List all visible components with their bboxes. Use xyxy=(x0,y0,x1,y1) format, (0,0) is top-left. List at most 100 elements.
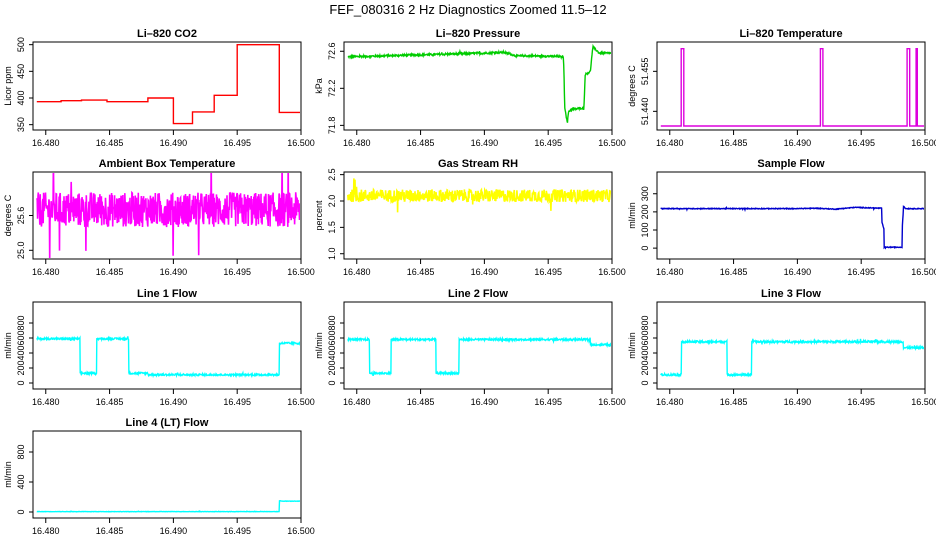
x-tick-label: 16.490 xyxy=(784,267,812,277)
y-tick-label: 0 xyxy=(16,509,26,514)
series-line-1 xyxy=(347,178,611,213)
x-tick-label: 16.490 xyxy=(160,138,188,148)
y-tick-label: 0 xyxy=(640,380,650,385)
plot-frame xyxy=(656,301,926,390)
panel-6: Sample Flow 16.480 16.485 16.490 16.495 16.50… xyxy=(627,158,936,277)
y-tick-label: 100 xyxy=(640,222,650,237)
plot-frame xyxy=(656,41,926,131)
series-line-1 xyxy=(660,338,924,378)
panel-title: Line 1 Flow xyxy=(137,288,197,300)
y-tick-label: 2.0 xyxy=(327,195,337,208)
y-tick-label: 400 xyxy=(16,90,26,105)
plot-frame xyxy=(32,41,302,131)
x-tick-label: 16.495 xyxy=(534,267,562,277)
x-tick-label: 16.490 xyxy=(471,267,499,277)
y-axis-label: degrees C xyxy=(627,65,637,107)
y-tick-label: 1.5 xyxy=(327,221,337,234)
y-tick-label: 72.2 xyxy=(327,80,337,98)
x-tick-label: 16.480 xyxy=(656,397,684,407)
x-tick-label: 16.485 xyxy=(720,397,748,407)
panel-5: Gas Stream RH 16.480 16.485 16.490 16.495 16.… xyxy=(314,158,626,277)
x-tick-label: 16.500 xyxy=(911,267,936,277)
panel-7: Line 1 Flow 16.480 16.485 16.490 16.495 16.50… xyxy=(3,288,315,407)
panel-title: Line 3 Flow xyxy=(761,288,821,300)
y-tick-label: 600 xyxy=(640,330,650,345)
y-tick-label: 600 xyxy=(327,330,337,345)
x-tick-label: 16.480 xyxy=(656,138,684,148)
y-tick-label: 71.8 xyxy=(327,117,337,135)
panel-title: Li–820 Pressure xyxy=(436,28,520,40)
plot-frame xyxy=(343,171,613,260)
panel-4: Ambient Box Temperature 16.480 16.485 16.49… xyxy=(3,158,315,277)
y-tick-label: 800 xyxy=(16,444,26,459)
plot-frame xyxy=(343,41,613,131)
x-tick-label: 16.495 xyxy=(534,138,562,148)
y-tick-label: 200 xyxy=(640,360,650,375)
y-tick-label: 0 xyxy=(640,246,650,251)
y-tick-label: 200 xyxy=(640,204,650,219)
x-tick-label: 16.480 xyxy=(32,397,60,407)
y-tick-label: 72.6 xyxy=(327,42,337,60)
x-tick-label: 16.490 xyxy=(160,526,188,536)
x-tick-label: 16.500 xyxy=(598,138,626,148)
y-axis-label: kPa xyxy=(314,78,324,94)
x-tick-label: 16.480 xyxy=(32,267,60,277)
series-line-1 xyxy=(347,43,611,123)
y-tick-label: 25.6 xyxy=(16,207,26,225)
plot-frame xyxy=(343,301,613,390)
x-tick-label: 16.495 xyxy=(847,267,875,277)
y-tick-label: 400 xyxy=(16,345,26,360)
y-tick-label: 51.455 xyxy=(640,58,650,86)
x-tick-label: 16.485 xyxy=(407,397,435,407)
panel-3: Li–820 Temperature 16.480 16.485 16.490 16.4… xyxy=(627,28,936,148)
y-tick-label: 800 xyxy=(16,315,26,330)
x-tick-label: 16.490 xyxy=(160,397,188,407)
y-tick-label: 0 xyxy=(16,380,26,385)
page-title: FEF_080316 2 Hz Diagnostics Zoomed 11.5–… xyxy=(329,2,607,17)
x-tick-label: 16.490 xyxy=(471,138,499,148)
x-tick-label: 16.480 xyxy=(343,267,371,277)
y-axis-label: ml/min xyxy=(627,202,637,229)
x-tick-label: 16.500 xyxy=(911,397,936,407)
y-axis-label: ml/min xyxy=(3,461,13,488)
series-line-1 xyxy=(660,48,924,127)
x-tick-label: 16.480 xyxy=(343,138,371,148)
x-tick-label: 16.485 xyxy=(96,397,124,407)
x-tick-label: 16.500 xyxy=(598,267,626,277)
y-axis-label: Licor ppm xyxy=(3,66,13,106)
panel-title: Li–820 CO2 xyxy=(137,28,197,40)
y-tick-label: 200 xyxy=(16,360,26,375)
x-tick-label: 16.495 xyxy=(534,397,562,407)
x-tick-label: 16.480 xyxy=(343,397,371,407)
y-tick-label: 1.0 xyxy=(327,247,337,260)
x-tick-label: 16.500 xyxy=(287,526,315,536)
x-tick-label: 16.485 xyxy=(407,138,435,148)
x-tick-label: 16.500 xyxy=(287,138,315,148)
y-tick-label: 800 xyxy=(640,315,650,330)
panel-title: Gas Stream RH xyxy=(438,158,518,170)
y-tick-label: 2.5 xyxy=(327,168,337,181)
x-tick-label: 16.495 xyxy=(847,397,875,407)
panel-8: Line 2 Flow 16.480 16.485 16.490 16.495 16.50… xyxy=(314,288,626,407)
series-line-1 xyxy=(36,44,300,125)
y-tick-label: 25.0 xyxy=(16,242,26,260)
panel-1: Li–820 CO2 16.480 16.485 16.490 16.495 16.500… xyxy=(3,28,315,148)
x-tick-label: 16.495 xyxy=(223,138,251,148)
x-tick-label: 16.500 xyxy=(911,138,936,148)
x-tick-label: 16.495 xyxy=(847,138,875,148)
x-tick-label: 16.480 xyxy=(32,138,60,148)
y-tick-label: 600 xyxy=(16,330,26,345)
x-tick-label: 16.490 xyxy=(784,138,812,148)
x-tick-label: 16.480 xyxy=(32,526,60,536)
plot-frame xyxy=(656,171,926,260)
y-tick-label: 350 xyxy=(16,117,26,132)
x-tick-label: 16.490 xyxy=(471,397,499,407)
y-tick-label: 450 xyxy=(16,64,26,79)
panel-title: Sample Flow xyxy=(757,158,825,170)
y-axis-label: ml/min xyxy=(314,332,324,359)
x-tick-label: 16.500 xyxy=(287,267,315,277)
y-tick-label: 800 xyxy=(327,315,337,330)
x-tick-label: 16.495 xyxy=(223,267,251,277)
series-line-1 xyxy=(660,204,924,250)
